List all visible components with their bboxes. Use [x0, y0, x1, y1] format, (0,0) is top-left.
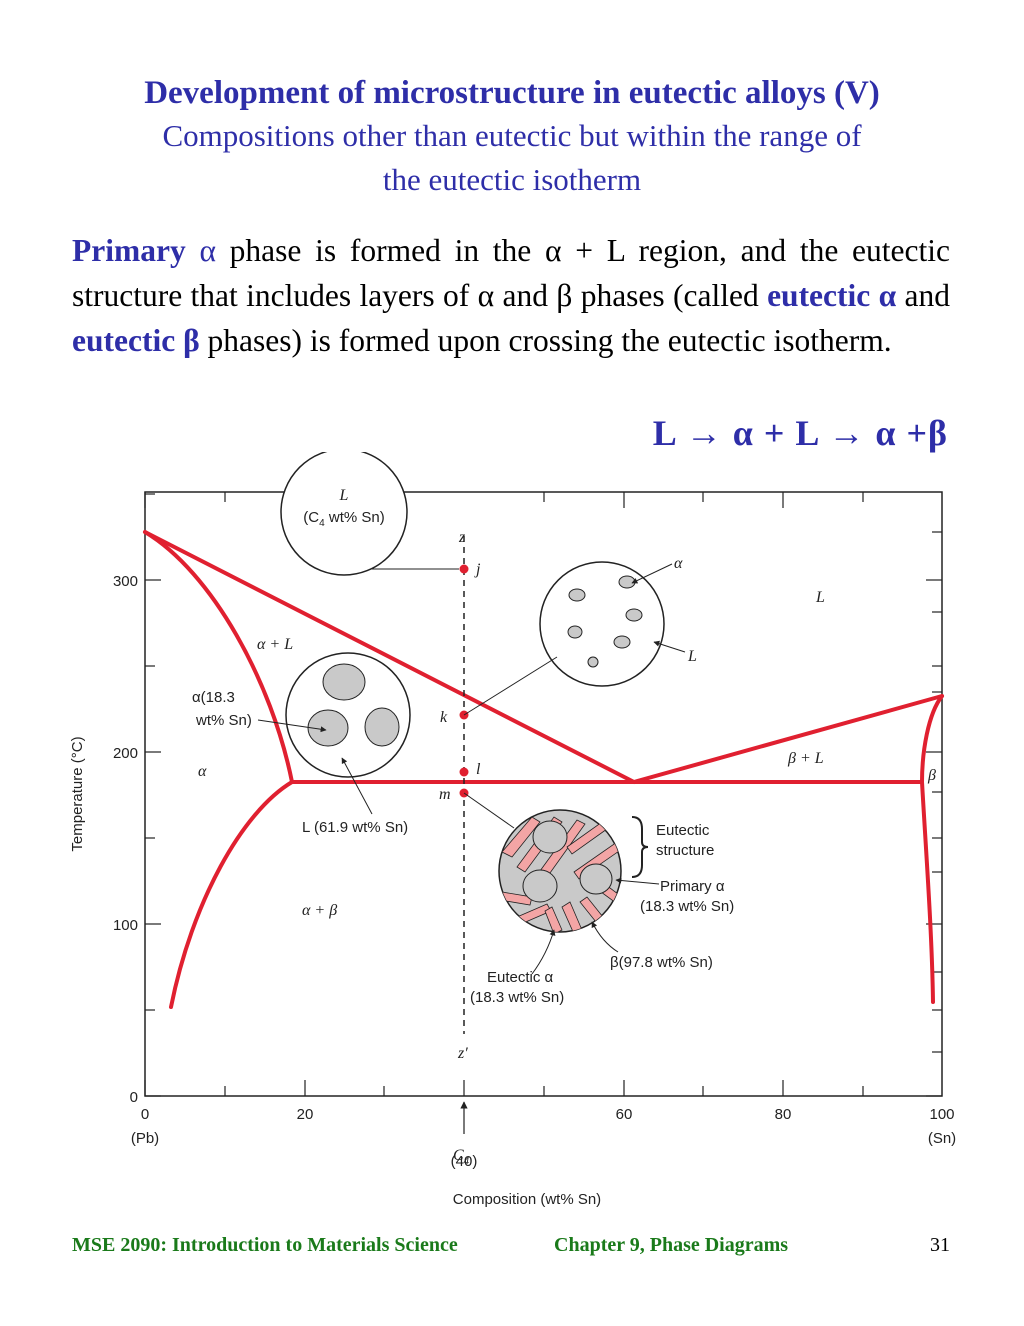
phase-diagram: 0 20 60 80 100 (Pb) (Sn) 0 100 200 300 T… [69, 452, 956, 1208]
solidus-left [143, 530, 294, 784]
point-l: l [476, 761, 481, 778]
region-alpha-beta: α + β [302, 902, 337, 919]
x-ticks [144, 492, 864, 1096]
liquid-619-label: L (61.9 wt% Sn) [302, 819, 408, 836]
paragraph-text-1: phase is formed in the [215, 233, 546, 268]
x-tick-label: 20 [297, 1106, 314, 1123]
liquidus-right [632, 694, 944, 784]
slide-subtitle-line2: the eutectic isotherm [382, 162, 642, 197]
alpha-symbol: α [477, 278, 495, 313]
region-beta: β [927, 767, 936, 784]
point-j: j [474, 561, 481, 578]
keyword-eutectic-beta: eutectic β [72, 323, 200, 358]
paragraph-text-2: + L region, and the eutectic structure t… [72, 233, 950, 313]
x-tick-label: 80 [775, 1106, 792, 1123]
x-tick-label: 60 [616, 1106, 633, 1123]
point-m: m [439, 786, 451, 803]
x-end-right-label: (Sn) [928, 1130, 956, 1147]
page-number: 31 [930, 1234, 950, 1256]
solvus-left [169, 780, 294, 1009]
liquidus-left [143, 530, 636, 784]
y-tick-label: 300 [113, 573, 138, 590]
point-z-prime: z′ [457, 1045, 468, 1062]
paragraph-text-3: and [494, 278, 557, 313]
point-k: k [440, 709, 448, 726]
alpha-symbol: α [878, 278, 897, 313]
keyword-eutectic: eutectic [72, 323, 176, 358]
region-l: L [815, 589, 825, 606]
y-tick-label: 100 [113, 917, 138, 934]
x-axis-label: Composition (wt% Sn) [453, 1191, 601, 1208]
paragraph-text-5: and [896, 278, 951, 313]
state-points [459, 564, 469, 798]
alpha-symbol: α [199, 233, 216, 268]
reaction-equation: L → α + L → α +β [652, 413, 948, 453]
y-ticks [145, 493, 942, 1097]
alpha183-label-line1: α(18.3 [192, 689, 235, 706]
c4-value: (40) [451, 1153, 478, 1170]
c4-marker: C4 (40) [451, 1101, 478, 1170]
slide-title: Development of microstructure in eutecti… [144, 75, 880, 111]
primary-alpha-label-line2: (18.3 wt% Sn) [640, 898, 734, 915]
eutectic-structure-label-line2: structure [656, 842, 714, 859]
paragraph-text-6: phases) is formed upon crossing the eute… [199, 323, 892, 358]
footer-course: MSE 2090: Introduction to Materials Scie… [72, 1234, 458, 1256]
y-tick-label: 0 [130, 1089, 138, 1106]
x-tick-label: 100 [929, 1106, 954, 1123]
keyword-primary: Primary [72, 233, 186, 268]
solvus-right [920, 780, 935, 1004]
paragraph-text-4: phases (called [572, 278, 768, 313]
y-tick-label: 200 [113, 745, 138, 762]
eutectic-structure-label-line1: Eutectic [656, 822, 710, 839]
alpha183-label-line2: wt% Sn) [195, 712, 252, 729]
liquid-circle-composition: (C4 wt% Sn) [303, 509, 384, 529]
phase-boundaries [143, 530, 944, 1009]
keyword-eutectic: eutectic [767, 278, 871, 313]
liquid-small-label: L [687, 648, 697, 665]
beta-symbol: β [556, 278, 573, 313]
eutectic-alpha-label-line2: (18.3 wt% Sn) [470, 989, 564, 1006]
keyword-eutectic-alpha: eutectic α [767, 278, 896, 313]
footer-chapter: Chapter 9, Phase Diagrams [554, 1234, 789, 1256]
region-beta-l: β + L [787, 750, 824, 767]
primary-alpha-microstructure: α(18.3 wt% Sn) L (61.9 wt% Sn) [192, 652, 411, 836]
alpha-symbol: α [545, 233, 562, 268]
eutectic-alpha-label-line1: Eutectic α [487, 969, 554, 986]
beta-symbol: β [183, 323, 200, 358]
eutectic-microstructure: Eutectic structure Primary α (18.3 wt% S… [463, 792, 734, 1006]
body-paragraph: Primary α phase is formed in the α + L r… [72, 228, 950, 363]
c4-label: C4 [453, 1147, 470, 1167]
liquid-microstructure: L (C4 wt% Sn) [280, 452, 459, 576]
liquid-circle-label: L [339, 487, 349, 504]
x-end-left-label: (Pb) [131, 1130, 159, 1147]
alpha-liquid-microstructure: α L [463, 555, 697, 716]
alpha-small-label: α [674, 555, 683, 572]
solidus-right [920, 694, 944, 784]
slide-subtitle-line1: Compositions other than eutectic but wit… [162, 118, 862, 153]
primary-alpha-label-line1: Primary α [660, 878, 725, 895]
x-tick-label: 0 [141, 1106, 149, 1123]
region-alpha: α [198, 763, 207, 780]
region-alpha-l: α + L [257, 636, 293, 653]
y-axis-label: Temperature (°C) [69, 736, 86, 851]
point-z: z [458, 529, 466, 546]
title-block: Development of microstructure in eutecti… [60, 72, 964, 202]
beta978-label: β(97.8 wt% Sn) [610, 954, 713, 971]
